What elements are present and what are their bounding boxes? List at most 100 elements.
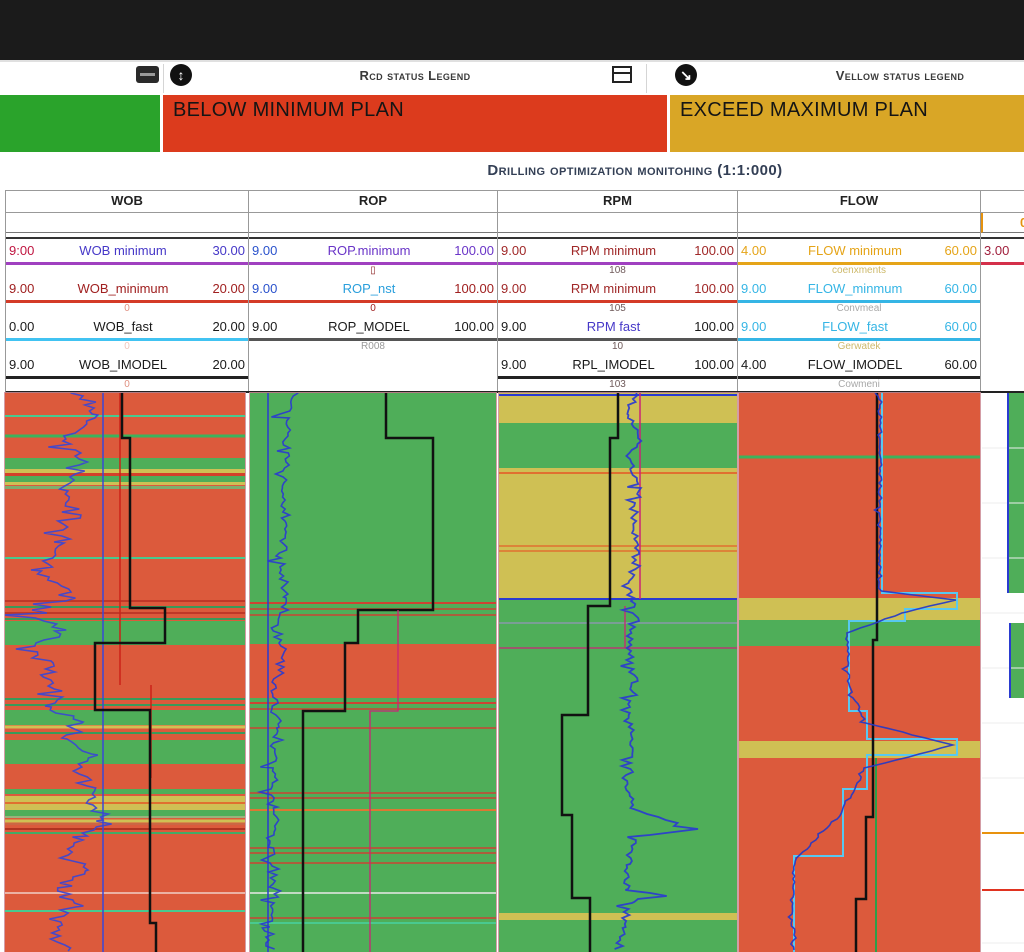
curve-name: RPM fast [586, 319, 641, 334]
scale-sublabel: 0 [124, 341, 130, 352]
scale-row[interactable]: 9.00 FLOW_minmum 60.00 [738, 277, 980, 303]
scale-row[interactable]: 9.00 ROP.minimum 100.00 [249, 239, 497, 265]
scale-value: 20.00 [212, 357, 245, 372]
toolbar-divider [163, 64, 164, 93]
column-title: ROP [249, 191, 497, 213]
curve-name: RPL_IMODEL [572, 357, 655, 372]
scale-value: 100.00 [694, 357, 734, 372]
scale-row[interactable]: 9.00 RPM fast 100.00 [498, 315, 737, 341]
scale-row [981, 315, 1024, 341]
curve-name: FLOW_IMODEL [807, 357, 903, 372]
scale-sublabel [249, 379, 497, 391]
column-title: FLOW [738, 191, 980, 213]
double-divider [6, 233, 248, 239]
scale-value: 9.00 [741, 281, 767, 296]
scale-value: 0.00 [9, 319, 35, 334]
column-title [981, 191, 1024, 213]
double-divider [249, 233, 497, 239]
scale-value: 9.00 [9, 281, 35, 296]
scale-sublabel: 10 [611, 341, 624, 352]
track-plot-flow[interactable] [738, 392, 981, 952]
scale-sublabel: ▯ [370, 265, 376, 276]
scale-value: 100.00 [454, 243, 494, 258]
track-column: 0:95 3.00 [981, 191, 1024, 391]
scale-row[interactable]: 0.00 WOB_fast 20.00 [6, 315, 248, 341]
scale-row[interactable]: 9.00 FLOW_fast 60.00 [738, 315, 980, 341]
scale-sublabel [981, 341, 1024, 353]
page-title: Drilling optimization monitohing (1:1:00… [487, 162, 783, 179]
scale-row[interactable]: 4.00 FLOW minimum 60.00 [738, 239, 980, 265]
scale-value: 100.00 [454, 281, 494, 296]
scale-value: 100.00 [694, 319, 734, 334]
track-column: RPM 9.00 RPM minimum 100.00 108 9.00 RPM minim… [498, 191, 738, 391]
yellow-legend-title: Vellow status legend [835, 68, 965, 83]
scale-value: 3.00 [984, 243, 1010, 258]
top-black-bar [0, 0, 1024, 62]
scale-sublabel: 103 [609, 379, 626, 390]
scale-sublabel: Gerwatek [837, 341, 881, 352]
track-column: WOB 9:00 WOB minimum 30.00 9.00 WOB_minimum 20… [6, 191, 249, 391]
scale-sublabel: coenxments [832, 265, 886, 276]
scale-value: 9.00 [9, 357, 35, 372]
scale-value: 9.00 [501, 357, 527, 372]
scale-row[interactable]: 9.00 ROP_nst 100.00 [249, 277, 497, 303]
curve-name: WOB_fast [93, 319, 153, 334]
column-subheader: 0:95 [981, 213, 1024, 233]
status-block-normal [0, 95, 160, 152]
scale-value: 60.00 [944, 319, 977, 334]
curve-name: FLOW minimum [808, 243, 902, 258]
scale-row[interactable]: 4.00 FLOW_IMODEL 60.00 [738, 353, 980, 379]
scale-value: 20.00 [212, 281, 245, 296]
scale-row [249, 353, 497, 379]
scale-sublabel [981, 265, 1024, 277]
up-down-arrow-icon[interactable]: ↕ [170, 64, 192, 86]
card-icon[interactable] [136, 66, 159, 83]
scale-value: 9:00 [9, 243, 35, 258]
track-plot-extra[interactable] [982, 393, 1024, 952]
scale-value: 100.00 [454, 319, 494, 334]
status-block-exceed-maximum: EXCEED MAXIMUM PLAN [670, 95, 1024, 152]
column-subheader [738, 213, 980, 233]
curve-name: FLOW_fast [822, 319, 888, 334]
scale-sublabel [6, 265, 248, 277]
scale-value: 60.00 [944, 281, 977, 296]
down-right-arrow-icon[interactable]: ↘ [675, 64, 697, 86]
scale-sublabel: 0 [370, 303, 376, 314]
scale-row[interactable]: 9.00 ROP_MODEL 100.00 [249, 315, 497, 341]
scale-sublabel: 105 [609, 303, 626, 314]
track-plot-wob[interactable] [4, 392, 246, 952]
double-divider [498, 233, 737, 239]
scale-row[interactable]: 9.00 RPL_IMODEL 100.00 [498, 353, 737, 379]
column-subheader [6, 213, 248, 233]
scale-value: 100.00 [694, 281, 734, 296]
double-divider [981, 233, 1024, 239]
scale-value: 9.00 [501, 319, 527, 334]
curve-name: RPM minimum [570, 281, 657, 296]
track-column: FLOW 4.00 FLOW minimum 60.00 coenxments 9.00 F… [738, 191, 981, 391]
scale-row[interactable]: 9:00 WOB minimum 30.00 [6, 239, 248, 265]
scale-row[interactable]: 9.00 WOB_minimum 20.00 [6, 277, 248, 303]
double-divider [738, 233, 980, 239]
scale-value: 30.00 [212, 243, 245, 258]
track-plot-rpm[interactable] [498, 392, 738, 952]
window-icon[interactable] [612, 66, 632, 83]
track-plot-rop[interactable] [249, 392, 497, 952]
scale-value: 9.00 [741, 319, 767, 334]
column-subheader [498, 213, 737, 233]
scale-row[interactable]: 9.00 WOB_IMODEL 20.00 [6, 353, 248, 379]
track-column: ROP 9.00 ROP.minimum 100.00 ▯ 9.00 ROP_nst 100.… [249, 191, 498, 391]
scale-row[interactable]: 9.00 RPM minimum 100.00 [498, 277, 737, 303]
scale-value: 20.00 [212, 319, 245, 334]
column-subheader [249, 213, 497, 233]
toolbar-divider [646, 64, 647, 93]
rcd-legend-title: Rcd status Legend [359, 68, 471, 83]
scale-value: 100.00 [694, 243, 734, 258]
scale-sublabel: 0 [124, 303, 130, 314]
exceed-maximum-label: EXCEED MAXIMUM PLAN [680, 99, 928, 121]
scale-row[interactable]: 3.00 [981, 239, 1024, 265]
legend-toolbar: ↕ Rcd status Legend ↘ Vellow status lege… [0, 62, 1024, 95]
scale-value: 60.00 [944, 357, 977, 372]
scale-row[interactable]: 9.00 RPM minimum 100.00 [498, 239, 737, 265]
scale-sublabel [981, 303, 1024, 315]
